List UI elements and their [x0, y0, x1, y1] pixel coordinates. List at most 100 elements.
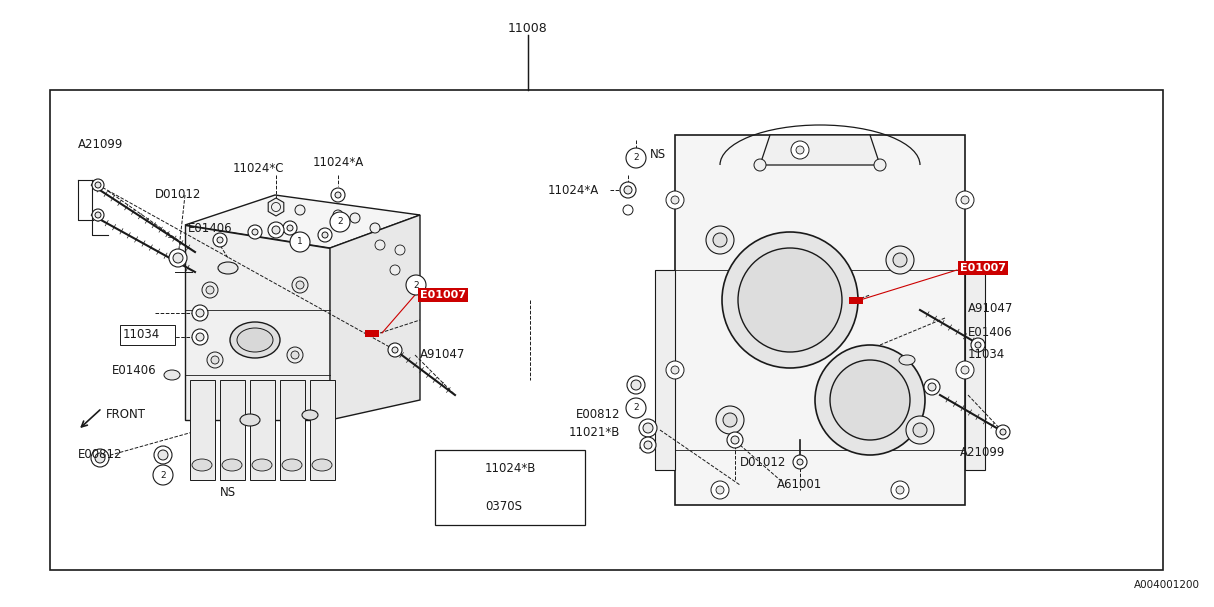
Circle shape [95, 182, 101, 188]
Circle shape [894, 253, 907, 267]
Text: 2: 2 [160, 470, 166, 480]
Circle shape [293, 277, 308, 293]
Circle shape [913, 423, 927, 437]
Circle shape [291, 351, 299, 359]
Text: 2: 2 [634, 154, 639, 163]
Ellipse shape [282, 459, 302, 471]
Circle shape [995, 425, 1010, 439]
Circle shape [631, 380, 641, 390]
Circle shape [711, 481, 728, 499]
Text: 1: 1 [297, 237, 302, 246]
Circle shape [370, 223, 380, 233]
Circle shape [287, 347, 304, 363]
Text: E00812: E00812 [78, 449, 123, 461]
Text: NS: NS [220, 486, 237, 498]
Text: NS: NS [649, 149, 666, 161]
Circle shape [217, 237, 223, 243]
Text: 0370S: 0370S [486, 500, 522, 513]
Circle shape [158, 450, 168, 460]
Ellipse shape [738, 248, 843, 352]
Circle shape [248, 225, 262, 239]
Circle shape [174, 253, 183, 263]
Bar [435, 450, 585, 525]
Circle shape [671, 366, 679, 374]
Circle shape [335, 192, 341, 198]
Circle shape [446, 497, 466, 516]
Ellipse shape [830, 360, 910, 440]
Bar [50, 90, 1163, 570]
Circle shape [318, 228, 331, 242]
Circle shape [322, 232, 328, 238]
Circle shape [92, 179, 104, 191]
Ellipse shape [164, 370, 180, 380]
Polygon shape [280, 380, 305, 480]
Circle shape [287, 225, 293, 231]
Circle shape [927, 383, 936, 391]
Circle shape [754, 159, 766, 171]
Text: E01007: E01007 [960, 263, 1006, 273]
Circle shape [169, 249, 187, 267]
Text: 2: 2 [453, 464, 459, 473]
Circle shape [95, 212, 101, 218]
Circle shape [727, 432, 743, 448]
Circle shape [874, 159, 886, 171]
Circle shape [206, 286, 214, 294]
Bar [656, 270, 675, 470]
Circle shape [192, 305, 208, 321]
Circle shape [793, 455, 807, 469]
Text: 2: 2 [413, 280, 419, 290]
Circle shape [666, 361, 683, 379]
Ellipse shape [722, 232, 858, 368]
Circle shape [955, 191, 974, 209]
Circle shape [624, 186, 632, 194]
Text: E00812: E00812 [575, 409, 620, 421]
Circle shape [211, 356, 219, 364]
Circle shape [195, 309, 204, 317]
Circle shape [906, 416, 934, 444]
Circle shape [212, 233, 227, 247]
Circle shape [671, 196, 679, 204]
Circle shape [392, 347, 398, 353]
Circle shape [333, 210, 344, 220]
Circle shape [713, 233, 727, 247]
Circle shape [798, 459, 802, 465]
Ellipse shape [229, 322, 280, 358]
Polygon shape [268, 198, 284, 216]
Ellipse shape [302, 410, 318, 420]
Circle shape [620, 182, 636, 198]
Circle shape [924, 379, 940, 395]
Circle shape [955, 361, 974, 379]
Bar [120, 325, 175, 345]
Circle shape [716, 406, 744, 434]
Bar [965, 270, 985, 470]
Polygon shape [191, 380, 215, 480]
Ellipse shape [900, 355, 915, 365]
Circle shape [153, 465, 174, 485]
Ellipse shape [240, 414, 260, 426]
Text: A004001200: A004001200 [1134, 580, 1199, 590]
Circle shape [350, 213, 361, 223]
Text: 11024*A: 11024*A [548, 183, 600, 197]
Circle shape [666, 191, 683, 209]
Circle shape [295, 205, 305, 215]
Ellipse shape [222, 459, 242, 471]
Polygon shape [760, 135, 880, 165]
Text: E01406: E01406 [188, 222, 233, 234]
Text: E01406: E01406 [968, 325, 1012, 339]
Text: 11024*B: 11024*B [486, 463, 537, 475]
Circle shape [971, 338, 985, 352]
Circle shape [283, 221, 297, 235]
Circle shape [716, 486, 724, 494]
Polygon shape [310, 380, 335, 480]
Circle shape [724, 413, 737, 427]
Circle shape [405, 275, 426, 295]
Text: 11008: 11008 [509, 22, 548, 35]
Polygon shape [330, 215, 420, 420]
Text: A91047: A91047 [420, 348, 465, 362]
Text: 11034: 11034 [968, 348, 1005, 362]
Circle shape [639, 419, 657, 437]
Ellipse shape [312, 459, 331, 471]
Text: D01012: D01012 [741, 455, 787, 469]
Circle shape [290, 232, 310, 252]
Circle shape [792, 141, 809, 159]
